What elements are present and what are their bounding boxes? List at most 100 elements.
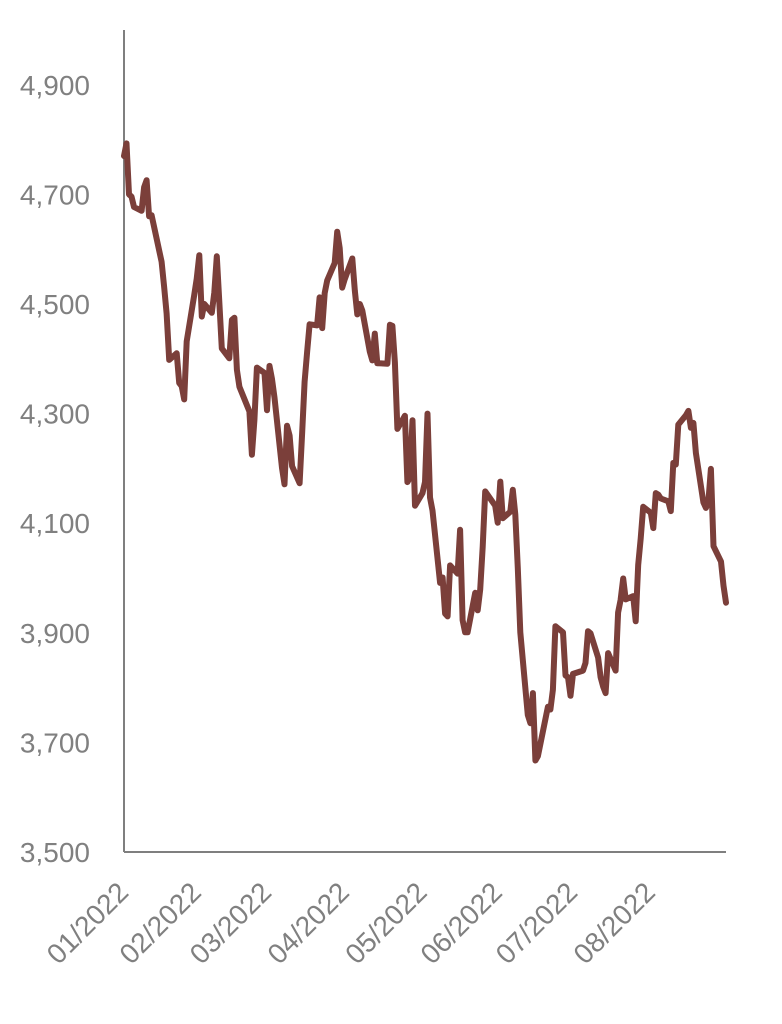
data-point bbox=[615, 610, 621, 615]
data-point bbox=[325, 278, 330, 283]
data-point bbox=[473, 590, 478, 595]
y-tick-label: 4,700 bbox=[20, 179, 90, 210]
data-point bbox=[252, 418, 257, 423]
data-point bbox=[410, 418, 415, 423]
data-point bbox=[289, 464, 295, 469]
data-point bbox=[139, 208, 144, 213]
data-point bbox=[420, 490, 425, 496]
data-point bbox=[535, 753, 541, 759]
data-point bbox=[372, 331, 377, 336]
data-point bbox=[691, 420, 696, 426]
data-point bbox=[455, 571, 460, 576]
data-point bbox=[478, 587, 483, 592]
data-point bbox=[355, 312, 360, 317]
data-point bbox=[287, 433, 292, 438]
data-point bbox=[402, 413, 408, 418]
data-point bbox=[322, 290, 327, 296]
data-point bbox=[483, 489, 488, 494]
data-point bbox=[430, 508, 435, 513]
data-point bbox=[636, 562, 641, 567]
data-point bbox=[425, 411, 430, 416]
data-point bbox=[570, 671, 576, 677]
data-point bbox=[568, 693, 573, 698]
data-point bbox=[214, 254, 219, 259]
data-point bbox=[159, 259, 164, 264]
data-point bbox=[706, 499, 711, 504]
data-point bbox=[199, 314, 204, 319]
data-point bbox=[475, 608, 480, 613]
data-point bbox=[360, 308, 365, 313]
data-point bbox=[638, 536, 643, 541]
data-point bbox=[651, 525, 656, 531]
data-point bbox=[457, 527, 463, 532]
data-point bbox=[683, 413, 689, 418]
data-point bbox=[711, 544, 716, 549]
data-point bbox=[121, 153, 127, 159]
y-tick-label: 3,500 bbox=[20, 837, 90, 868]
data-point bbox=[528, 721, 533, 726]
data-point bbox=[666, 499, 671, 504]
data-point bbox=[648, 510, 653, 515]
data-point bbox=[686, 408, 691, 414]
data-point bbox=[701, 500, 706, 505]
data-point bbox=[314, 323, 320, 328]
data-point bbox=[518, 630, 523, 635]
data-point bbox=[553, 624, 558, 629]
data-point bbox=[600, 684, 606, 689]
y-tick-label: 4,500 bbox=[20, 289, 90, 320]
data-point bbox=[493, 503, 498, 508]
data-point bbox=[480, 544, 485, 549]
data-point bbox=[588, 631, 593, 636]
x-tick-label: 06/2022 bbox=[414, 876, 507, 969]
data-point bbox=[407, 475, 413, 480]
x-tick-label: 07/2022 bbox=[490, 876, 583, 969]
data-point bbox=[550, 687, 556, 692]
data-point bbox=[234, 367, 240, 372]
data-point bbox=[197, 253, 202, 258]
data-point bbox=[395, 426, 400, 432]
data-point bbox=[340, 285, 345, 290]
data-point bbox=[267, 363, 272, 369]
x-tick-label: 04/2022 bbox=[261, 876, 354, 969]
data-point bbox=[447, 563, 453, 568]
data-point bbox=[668, 508, 673, 514]
data-point bbox=[254, 365, 260, 370]
data-point bbox=[688, 425, 694, 430]
data-point bbox=[440, 575, 445, 580]
data-point bbox=[184, 339, 189, 344]
y-tick-label: 3,900 bbox=[20, 618, 90, 649]
data-point bbox=[299, 431, 305, 437]
data-point bbox=[279, 465, 285, 471]
data-point bbox=[332, 260, 337, 266]
data-point bbox=[385, 361, 390, 366]
data-point bbox=[422, 479, 428, 485]
data-point bbox=[272, 395, 277, 400]
data-point bbox=[192, 293, 197, 298]
data-point bbox=[202, 301, 207, 307]
data-point bbox=[676, 422, 681, 427]
data-point bbox=[703, 505, 709, 511]
data-point bbox=[129, 194, 134, 199]
data-point bbox=[227, 356, 232, 361]
data-point bbox=[232, 315, 237, 320]
data-point bbox=[618, 597, 623, 603]
data-point bbox=[633, 619, 638, 624]
y-tick-label: 4,100 bbox=[20, 508, 90, 539]
data-point bbox=[498, 479, 503, 484]
data-point bbox=[693, 450, 699, 456]
data-point bbox=[302, 379, 307, 384]
data-point bbox=[284, 423, 290, 428]
data-point bbox=[390, 323, 395, 329]
data-point bbox=[320, 325, 325, 331]
data-point bbox=[656, 492, 661, 497]
data-point bbox=[658, 496, 663, 501]
data-point bbox=[352, 288, 357, 293]
data-point bbox=[177, 380, 182, 386]
y-tick-label: 4,900 bbox=[20, 70, 90, 101]
data-point bbox=[641, 504, 646, 509]
data-point bbox=[560, 630, 566, 635]
x-tick-label: 05/2022 bbox=[339, 876, 432, 969]
data-point bbox=[548, 707, 553, 712]
data-point bbox=[623, 597, 628, 602]
data-point bbox=[465, 630, 470, 635]
